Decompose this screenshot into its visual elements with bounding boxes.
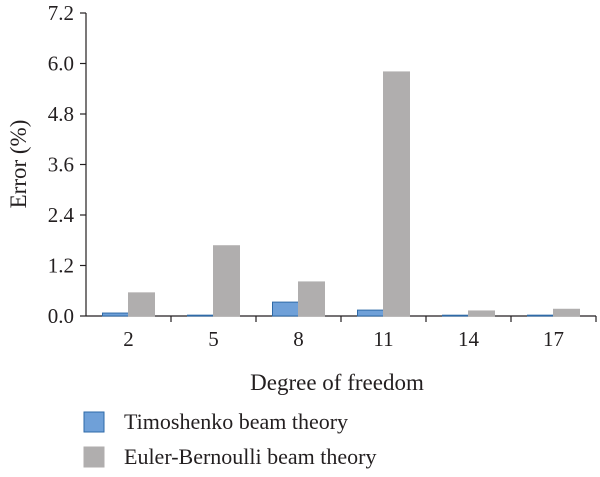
y-axis-title: Error (%) [6, 120, 31, 209]
bar-euler-bernoulli [128, 292, 155, 317]
x-tick-label: 17 [543, 327, 564, 351]
y-tick-label: 1.2 [48, 254, 74, 278]
y-tick-label: 3.6 [48, 153, 74, 177]
bar-timoshenko [187, 314, 214, 317]
bar-timoshenko [102, 312, 129, 317]
x-axis-title: Degree of freedom [250, 370, 424, 395]
y-tick-label: 7.2 [48, 1, 74, 25]
legend-swatch [83, 411, 105, 433]
bar-timoshenko [442, 314, 469, 317]
bar-euler-bernoulli [383, 71, 410, 317]
x-tick-label: 2 [123, 327, 134, 351]
legend: Timoshenko beam theory Euler-Bernoulli be… [83, 409, 376, 469]
legend-label: Timoshenko beam theory [124, 409, 348, 434]
x-tick-label: 11 [373, 327, 393, 351]
bar-timoshenko [357, 309, 384, 317]
y-tick-label: 2.4 [48, 203, 75, 227]
x-tick-label: 8 [293, 327, 304, 351]
legend-swatch [83, 446, 105, 468]
bar-timoshenko [527, 314, 554, 317]
y-tick-label: 6.0 [48, 52, 74, 76]
y-tick-label: 0.0 [48, 304, 74, 328]
bar-euler-bernoulli [213, 245, 240, 317]
legend-label: Euler-Bernoulli beam theory [124, 444, 376, 469]
plot-area: 0.0 1.2 2.4 3.6 4.8 6.0 7.2 2 5 8 11 14 17 [48, 1, 597, 351]
bar-euler-bernoulli [298, 281, 325, 317]
bar-euler-bernoulli [468, 310, 495, 317]
x-tick-label: 5 [208, 327, 219, 351]
bar-euler-bernoulli [553, 308, 580, 317]
y-tick-label: 4.8 [48, 102, 74, 126]
x-tick-label: 14 [458, 327, 480, 351]
bar-timoshenko [272, 301, 299, 317]
